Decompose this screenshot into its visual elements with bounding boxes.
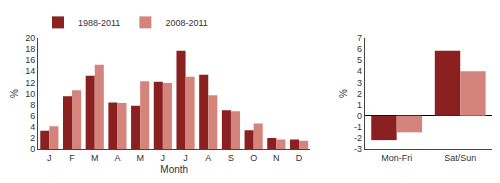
svg-text:8: 8 xyxy=(30,100,35,110)
svg-text:J: J xyxy=(47,153,52,163)
svg-text:%: % xyxy=(338,89,349,98)
svg-text:7: 7 xyxy=(357,33,362,43)
svg-text:F: F xyxy=(69,153,75,163)
svg-text:2: 2 xyxy=(30,133,35,143)
svg-text:Month: Month xyxy=(160,164,188,175)
svg-text:18: 18 xyxy=(25,44,35,54)
svg-text:D: D xyxy=(296,153,303,163)
svg-text:Mon-Fri: Mon-Fri xyxy=(381,153,412,163)
svg-text:A: A xyxy=(205,153,211,163)
svg-text:3: 3 xyxy=(357,78,362,88)
svg-text:14: 14 xyxy=(25,66,35,76)
svg-text:Sat/Sun: Sat/Sun xyxy=(444,153,476,163)
svg-text:-3: -3 xyxy=(354,144,362,154)
svg-text:1: 1 xyxy=(357,100,362,110)
svg-text:5: 5 xyxy=(357,55,362,65)
svg-text:J: J xyxy=(161,153,166,163)
svg-text:2: 2 xyxy=(357,89,362,99)
svg-text:1988-2011: 1988-2011 xyxy=(78,18,120,28)
svg-text:4: 4 xyxy=(357,66,362,76)
svg-text:0: 0 xyxy=(357,111,362,121)
svg-text:16: 16 xyxy=(25,55,35,65)
svg-text:2008-2011: 2008-2011 xyxy=(165,18,207,28)
svg-text:O: O xyxy=(250,153,257,163)
svg-text:-2: -2 xyxy=(354,133,362,143)
svg-text:S: S xyxy=(228,153,234,163)
svg-text:M: M xyxy=(136,153,144,163)
svg-text:%: % xyxy=(9,89,20,98)
svg-text:20: 20 xyxy=(25,33,35,43)
svg-text:0: 0 xyxy=(30,144,35,154)
svg-text:A: A xyxy=(114,153,120,163)
svg-text:J: J xyxy=(183,153,188,163)
svg-text:4: 4 xyxy=(30,122,35,132)
svg-text:N: N xyxy=(273,153,280,163)
svg-text:10: 10 xyxy=(25,89,35,99)
svg-text:-1: -1 xyxy=(354,122,362,132)
svg-text:12: 12 xyxy=(25,78,35,88)
svg-text:6: 6 xyxy=(357,44,362,54)
svg-text:6: 6 xyxy=(30,111,35,121)
svg-text:M: M xyxy=(91,153,99,163)
